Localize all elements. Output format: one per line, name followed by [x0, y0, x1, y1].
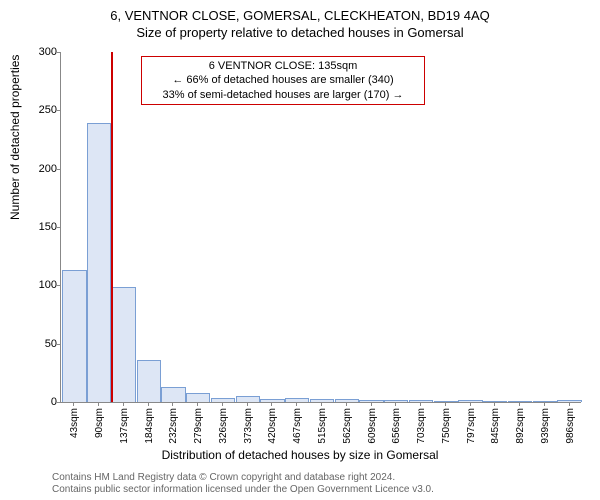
y-tick-label: 300	[31, 46, 57, 58]
page-title-subtitle: Size of property relative to detached ho…	[0, 23, 600, 40]
x-tick-label: 184sqm	[144, 408, 155, 444]
x-tick-label: 326sqm	[218, 408, 229, 444]
footer-line1: Contains HM Land Registry data © Crown c…	[52, 472, 434, 484]
x-tick-mark	[98, 402, 99, 406]
x-tick-label: 232sqm	[168, 408, 179, 444]
annotation-line1: 6 VENTNOR CLOSE: 135sqm	[148, 59, 418, 73]
property-marker-line	[111, 52, 113, 402]
histogram-bar	[335, 399, 359, 402]
y-tick-mark	[57, 169, 61, 170]
histogram-bar	[533, 401, 557, 402]
y-tick-label: 50	[31, 338, 57, 350]
x-tick-label: 703sqm	[416, 408, 427, 444]
y-tick-mark	[57, 227, 61, 228]
x-tick-mark	[247, 402, 248, 406]
x-tick-label: 373sqm	[243, 408, 254, 444]
y-tick-mark	[57, 285, 61, 286]
x-tick-label: 279sqm	[193, 408, 204, 444]
histogram-bar	[236, 396, 260, 402]
plot-area: 05010015020025030043sqm90sqm137sqm184sqm…	[60, 52, 581, 403]
y-tick-label: 250	[31, 104, 57, 116]
histogram-bar	[434, 401, 458, 402]
x-tick-label: 420sqm	[267, 408, 278, 444]
x-tick-label: 90sqm	[94, 408, 105, 438]
x-tick-mark	[346, 402, 347, 406]
x-tick-mark	[296, 402, 297, 406]
x-axis-label: Distribution of detached houses by size …	[0, 448, 600, 462]
histogram-bar	[557, 400, 581, 402]
x-tick-label: 892sqm	[515, 408, 526, 444]
x-tick-label: 137sqm	[119, 408, 130, 444]
y-tick-mark	[57, 52, 61, 53]
x-tick-label: 797sqm	[466, 408, 477, 444]
x-tick-mark	[569, 402, 570, 406]
histogram-bar	[483, 401, 507, 402]
histogram-bar	[137, 360, 161, 402]
x-tick-mark	[420, 402, 421, 406]
x-tick-mark	[544, 402, 545, 406]
y-tick-mark	[57, 110, 61, 111]
histogram-bar	[62, 270, 86, 402]
x-tick-mark	[148, 402, 149, 406]
histogram-bar	[161, 387, 185, 402]
x-tick-label: 467sqm	[292, 408, 303, 444]
x-tick-label: 986sqm	[565, 408, 576, 444]
x-tick-label: 939sqm	[540, 408, 551, 444]
x-tick-mark	[371, 402, 372, 406]
histogram-bar	[186, 393, 210, 402]
x-tick-label: 562sqm	[342, 408, 353, 444]
histogram-bar	[359, 400, 383, 402]
x-tick-label: 845sqm	[490, 408, 501, 444]
annotation-line2: ← 66% of detached houses are smaller (34…	[148, 73, 418, 87]
x-tick-mark	[519, 402, 520, 406]
x-tick-mark	[73, 402, 74, 406]
x-tick-mark	[222, 402, 223, 406]
x-tick-label: 515sqm	[317, 408, 328, 444]
histogram-bar	[87, 123, 111, 402]
x-tick-label: 43sqm	[69, 408, 80, 438]
histogram-bar	[458, 400, 482, 402]
y-tick-label: 0	[31, 396, 57, 408]
x-tick-label: 750sqm	[441, 408, 452, 444]
x-tick-mark	[172, 402, 173, 406]
x-tick-mark	[271, 402, 272, 406]
histogram-chart: 05010015020025030043sqm90sqm137sqm184sqm…	[60, 52, 580, 402]
histogram-bar	[112, 287, 136, 402]
x-tick-label: 609sqm	[367, 408, 378, 444]
page-title-address: 6, VENTNOR CLOSE, GOMERSAL, CLECKHEATON,…	[0, 0, 600, 23]
histogram-bar	[260, 399, 284, 402]
histogram-bar	[211, 398, 235, 403]
property-annotation: 6 VENTNOR CLOSE: 135sqm← 66% of detached…	[141, 56, 425, 105]
x-tick-mark	[445, 402, 446, 406]
y-tick-label: 150	[31, 221, 57, 233]
y-tick-label: 200	[31, 163, 57, 175]
x-tick-mark	[470, 402, 471, 406]
x-tick-mark	[197, 402, 198, 406]
x-tick-mark	[123, 402, 124, 406]
y-tick-mark	[57, 402, 61, 403]
y-tick-label: 100	[31, 279, 57, 291]
annotation-line3: 33% of semi-detached houses are larger (…	[148, 88, 418, 102]
histogram-bar	[285, 398, 309, 403]
y-tick-mark	[57, 344, 61, 345]
x-tick-mark	[395, 402, 396, 406]
x-tick-mark	[494, 402, 495, 406]
x-tick-label: 656sqm	[391, 408, 402, 444]
footer-attribution: Contains HM Land Registry data © Crown c…	[52, 472, 434, 496]
footer-line2: Contains public sector information licen…	[52, 484, 434, 496]
x-tick-mark	[321, 402, 322, 406]
y-axis-label: Number of detached properties	[8, 55, 22, 220]
histogram-bar	[384, 400, 408, 402]
